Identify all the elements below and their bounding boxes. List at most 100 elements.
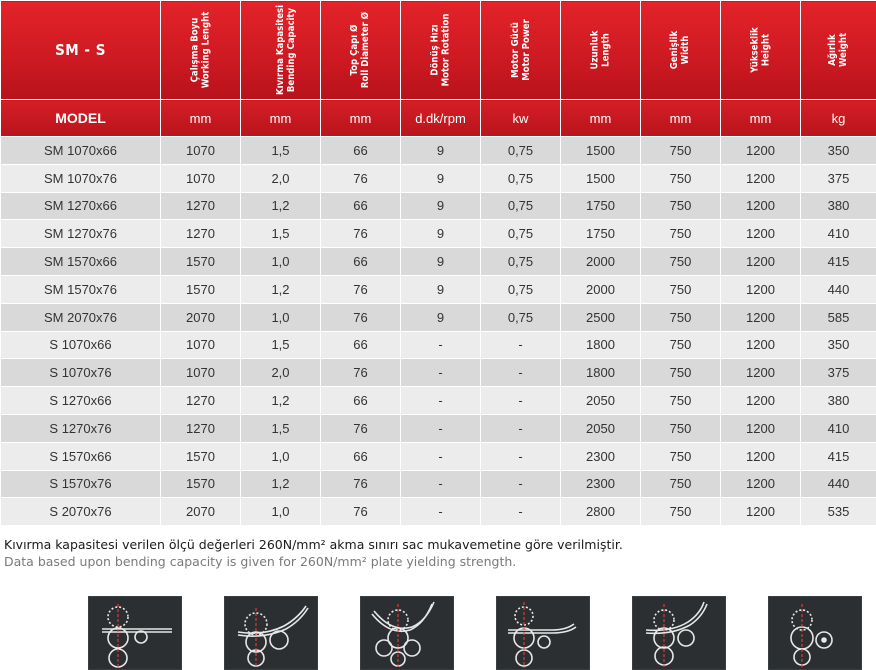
value-cell: 76 bbox=[320, 469, 401, 499]
table-row: SM 1070x66 1070 1,5 66 9 0,75 1500 750 1200 350 bbox=[0, 136, 876, 165]
value-cell: 1270 bbox=[160, 191, 241, 221]
col-width: Genişlik Width bbox=[640, 0, 721, 100]
value-cell: 2050 bbox=[560, 413, 641, 443]
value-cell: 1070 bbox=[160, 163, 241, 193]
unit-cell: mm bbox=[560, 99, 641, 137]
value-cell: 750 bbox=[640, 469, 721, 499]
value-cell: 1800 bbox=[560, 358, 641, 388]
value-cell: 1200 bbox=[720, 497, 801, 527]
value-cell: 750 bbox=[640, 247, 721, 276]
value-cell: - bbox=[400, 330, 481, 360]
col-height: Yükseklik Height bbox=[720, 0, 801, 100]
value-cell: - bbox=[480, 330, 561, 360]
table-row: SM 2070x76 2070 1,0 76 9 0,75 2500 750 1200 585 bbox=[0, 302, 876, 332]
roll-diagram-1-icon bbox=[88, 596, 182, 670]
value-cell: 440 bbox=[800, 274, 876, 304]
value-cell: 1200 bbox=[720, 302, 801, 332]
note-turkish: Kıvırma kapasitesi verilen ölçü değerler… bbox=[4, 537, 623, 552]
value-cell: 1,0 bbox=[240, 247, 321, 276]
col-roll-diameter: Top Çapı Ø Roll Diameter Ø bbox=[320, 0, 401, 100]
value-cell: 1200 bbox=[720, 136, 801, 165]
value-cell: 750 bbox=[640, 441, 721, 471]
value-cell: 1,0 bbox=[240, 441, 321, 471]
model-cell: S 1570x76 bbox=[0, 469, 161, 499]
value-cell: 750 bbox=[640, 497, 721, 527]
value-cell: 2000 bbox=[560, 274, 641, 304]
value-cell: 9 bbox=[400, 302, 481, 332]
value-cell: 750 bbox=[640, 191, 721, 221]
model-cell: SM 1270x66 bbox=[0, 191, 161, 221]
value-cell: 76 bbox=[320, 163, 401, 193]
value-cell: 66 bbox=[320, 247, 401, 276]
table-row: S 1070x76 1070 2,0 76- -1800 750 1200 375 bbox=[0, 358, 876, 388]
unit-cell: mm bbox=[240, 99, 321, 137]
unit-cell: mm bbox=[640, 99, 721, 137]
value-cell: 1200 bbox=[720, 330, 801, 360]
model-cell: SM 1270x76 bbox=[0, 219, 161, 249]
roll-diagrams bbox=[0, 596, 876, 670]
value-cell: 1200 bbox=[720, 441, 801, 471]
value-cell: 1200 bbox=[720, 163, 801, 193]
table-body: SM 1070x66 1070 1,5 66 9 0,75 1500 750 1200 350 SM… bbox=[0, 136, 876, 527]
model-header: MODEL bbox=[0, 99, 161, 137]
units-row: MODEL mm mm mm d.dk/rpm kw mm mm mm kg bbox=[0, 99, 876, 137]
spec-table: SM - S Çalışma Boyu Working Lenght Kıvırm… bbox=[0, 0, 876, 527]
value-cell: 375 bbox=[800, 358, 876, 388]
value-cell: 1200 bbox=[720, 219, 801, 249]
table-row: S 1270x76 1270 1,5 76- -2050 750 1200 410 bbox=[0, 413, 876, 443]
value-cell: 1,5 bbox=[240, 136, 321, 165]
value-cell: 0,75 bbox=[480, 219, 561, 249]
value-cell: 750 bbox=[640, 413, 721, 443]
value-cell: 2000 bbox=[560, 247, 641, 276]
value-cell: 375 bbox=[800, 163, 876, 193]
value-cell: 1200 bbox=[720, 386, 801, 415]
value-cell: 2500 bbox=[560, 302, 641, 332]
value-cell: - bbox=[400, 386, 481, 415]
model-cell: S 1070x66 bbox=[0, 330, 161, 360]
value-cell: 1500 bbox=[560, 163, 641, 193]
model-cell: S 1270x66 bbox=[0, 386, 161, 415]
value-cell: - bbox=[480, 497, 561, 527]
value-cell: 350 bbox=[800, 136, 876, 165]
value-cell: 1270 bbox=[160, 386, 241, 415]
value-cell: 9 bbox=[400, 247, 481, 276]
value-cell: 66 bbox=[320, 386, 401, 415]
model-cell: SM 2070x76 bbox=[0, 302, 161, 332]
value-cell: 2,0 bbox=[240, 358, 321, 388]
value-cell: 1,5 bbox=[240, 330, 321, 360]
value-cell: 66 bbox=[320, 441, 401, 471]
value-cell: 0,75 bbox=[480, 163, 561, 193]
value-cell: 350 bbox=[800, 330, 876, 360]
value-cell: 9 bbox=[400, 219, 481, 249]
value-cell: 2070 bbox=[160, 497, 241, 527]
value-cell: 1,5 bbox=[240, 413, 321, 443]
value-cell: 1070 bbox=[160, 330, 241, 360]
note-english: Data based upon bending capacity is give… bbox=[4, 554, 517, 569]
value-cell: 2,0 bbox=[240, 163, 321, 193]
value-cell: 1,2 bbox=[240, 191, 321, 221]
model-cell: S 1270x76 bbox=[0, 413, 161, 443]
series-label: SM - S bbox=[0, 0, 161, 100]
value-cell: - bbox=[480, 413, 561, 443]
unit-cell: kg bbox=[800, 99, 876, 137]
value-cell: 1270 bbox=[160, 413, 241, 443]
value-cell: 380 bbox=[800, 191, 876, 221]
value-cell: 1750 bbox=[560, 191, 641, 221]
value-cell: 1200 bbox=[720, 274, 801, 304]
footnotes: Kıvırma kapasitesi verilen ölçü değerler… bbox=[4, 536, 623, 570]
table-row: S 1270x66 1270 1,2 66- -2050 750 1200 380 bbox=[0, 386, 876, 415]
model-cell: S 1570x66 bbox=[0, 441, 161, 471]
roll-diagram-4-icon bbox=[496, 596, 590, 670]
value-cell: - bbox=[480, 441, 561, 471]
col-bending-capacity: Kıvırma Kapasitesi Bending Capacity bbox=[240, 0, 321, 100]
value-cell: 1570 bbox=[160, 441, 241, 471]
value-cell: 380 bbox=[800, 386, 876, 415]
value-cell: 585 bbox=[800, 302, 876, 332]
value-cell: 0,75 bbox=[480, 302, 561, 332]
table-row: S 1570x66 1570 1,0 66- -2300 750 1200 415 bbox=[0, 441, 876, 471]
value-cell: 1500 bbox=[560, 136, 641, 165]
value-cell: 9 bbox=[400, 191, 481, 221]
value-cell: 750 bbox=[640, 136, 721, 165]
unit-cell: d.dk/rpm bbox=[400, 99, 481, 137]
value-cell: 76 bbox=[320, 413, 401, 443]
